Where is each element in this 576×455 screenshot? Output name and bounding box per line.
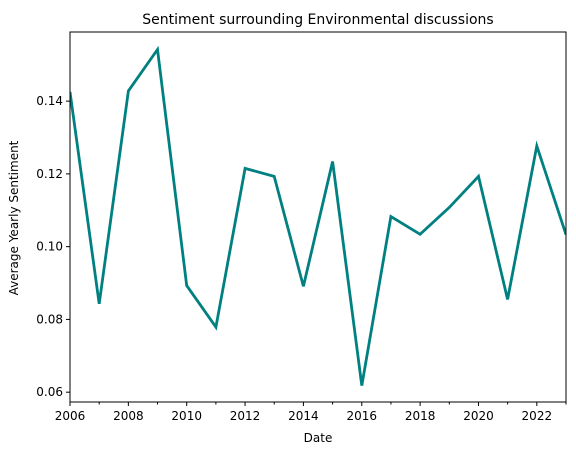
x-tick-label: 2014 — [288, 409, 319, 423]
y-tick-label: 0.08 — [36, 312, 63, 326]
y-tick-label: 0.14 — [36, 94, 63, 108]
x-tick-label: 2008 — [113, 409, 144, 423]
y-axis-ticks: 0.06 0.08 0.10 0.12 0.14 — [36, 94, 70, 399]
x-tick-label: 2016 — [346, 409, 377, 423]
y-tick-label: 0.12 — [36, 167, 63, 181]
plot-frame — [69, 31, 567, 403]
chart-title: Sentiment surrounding Environmental disc… — [142, 12, 493, 28]
x-tick-label: 2012 — [230, 409, 261, 423]
x-tick-label: 2022 — [522, 409, 553, 423]
x-axis-ticks: 2006 2008 2010 2012 2014 2016 2018 2020 2022 — [55, 402, 567, 423]
x-tick-label: 2010 — [171, 409, 202, 423]
x-tick-label: 2020 — [463, 409, 494, 423]
y-axis-label: Average Yearly Sentiment — [7, 140, 21, 295]
x-tick-label: 2018 — [405, 409, 436, 423]
x-axis-label: Date — [304, 431, 333, 445]
x-tick-label: 2006 — [55, 409, 86, 423]
sentiment-series-line — [70, 45, 566, 386]
y-tick-label: 0.06 — [36, 385, 63, 399]
y-tick-label: 0.10 — [36, 240, 63, 254]
